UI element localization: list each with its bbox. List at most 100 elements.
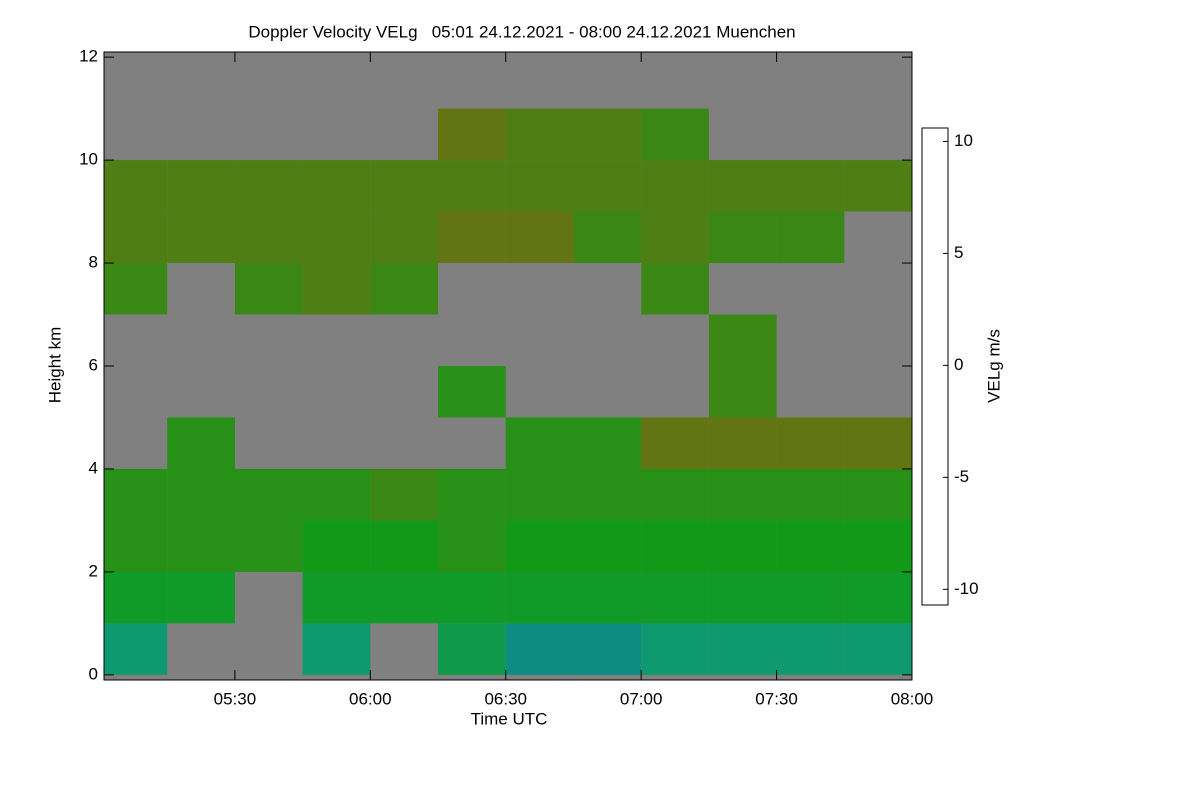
heatmap-cell	[104, 211, 168, 264]
heatmap-cell	[641, 108, 709, 161]
heatmap-cell	[641, 623, 709, 675]
heatmap-cell	[104, 468, 168, 521]
y-tick-label: 0	[89, 664, 98, 683]
heatmap-cell	[302, 623, 371, 675]
heatmap-cell	[573, 417, 642, 469]
heatmap-cell	[505, 571, 574, 624]
heatmap-cell	[104, 571, 168, 624]
heatmap-cell	[234, 160, 303, 212]
heatmap-cell	[302, 520, 371, 572]
heatmap-cell	[167, 571, 235, 624]
x-tick-label: 07:30	[755, 689, 798, 708]
heatmap-cell	[844, 520, 912, 572]
heatmap-cell	[641, 468, 709, 521]
heatmap-cell	[776, 211, 845, 264]
heatmap-cell	[573, 160, 642, 212]
x-tick-label: 06:30	[484, 689, 527, 708]
heatmap-cell	[641, 520, 709, 572]
heatmap-cell	[505, 417, 574, 469]
heatmap-cell	[573, 211, 642, 264]
heatmap-cell	[438, 520, 506, 572]
heatmap-cell	[104, 263, 168, 315]
x-axis-label: Time UTC	[471, 709, 548, 728]
colorbar-tick-label: -5	[954, 467, 969, 486]
y-tick-label: 6	[89, 355, 98, 374]
heatmap-cell	[505, 108, 574, 161]
heatmap-cell	[104, 520, 168, 572]
x-tick-label: 08:00	[891, 689, 934, 708]
heatmap-cell	[505, 160, 574, 212]
colorbar	[921, 127, 949, 606]
heatmap-cell	[505, 520, 574, 572]
heatmap-cell	[370, 211, 439, 264]
heatmap-cell	[234, 520, 303, 572]
heatmap-cell	[167, 520, 235, 572]
heatmap-cell	[370, 468, 439, 521]
heatmap-cell	[776, 160, 845, 212]
heatmap-cell	[641, 417, 709, 469]
heatmap-cell	[438, 211, 506, 264]
heatmap-cell	[573, 108, 642, 161]
heatmap-cell	[438, 366, 506, 418]
heatmap-cell	[104, 160, 168, 212]
heatmap-cell	[370, 520, 439, 572]
heatmap-cell	[641, 263, 709, 315]
heatmap-cell	[167, 417, 235, 469]
heatmap-cell	[438, 108, 506, 161]
chart-title: Doppler Velocity VELg 05:01 24.12.2021 -…	[248, 22, 795, 41]
heatmap-cell	[573, 468, 642, 521]
heatmap-cell	[167, 160, 235, 212]
heatmap-cell	[776, 417, 845, 469]
colorbar-tick-label: 5	[954, 243, 963, 262]
heatmap-cell	[641, 211, 709, 264]
heatmap-cell	[302, 263, 371, 315]
heatmap-cell	[776, 468, 845, 521]
heatmap-cell	[708, 417, 777, 469]
heatmap-cell	[708, 160, 777, 212]
y-tick-label: 2	[89, 561, 98, 580]
heatmap-cell	[505, 623, 574, 675]
colorbar-label: VELg m/s	[984, 329, 1003, 403]
heatmap-cell	[573, 571, 642, 624]
heatmap-cell	[234, 468, 303, 521]
y-tick-label: 8	[89, 253, 98, 272]
heatmap-cell	[302, 160, 371, 212]
heatmap-cell	[104, 623, 168, 675]
heatmap-cell	[708, 211, 777, 264]
heatmap-cell	[708, 468, 777, 521]
heatmap-cell	[234, 211, 303, 264]
colorbar-tick-label: 10	[954, 131, 973, 150]
y-tick-label: 4	[89, 458, 98, 477]
heatmap-cell	[708, 314, 777, 366]
heatmap-cell	[708, 571, 777, 624]
heatmap-cell	[302, 468, 371, 521]
heatmap-cell	[776, 520, 845, 572]
heatmap-cell	[505, 211, 574, 264]
heatmap-cell	[776, 571, 845, 624]
y-tick-label: 12	[79, 47, 98, 66]
colorbar-tick-label: 0	[954, 355, 963, 374]
y-tick-label: 10	[79, 150, 98, 169]
heatmap-cell	[844, 623, 912, 675]
heatmap-cell	[167, 468, 235, 521]
colorbar-tick-label: -10	[954, 579, 979, 598]
heatmap-cell	[573, 520, 642, 572]
heatmap-cell	[505, 468, 574, 521]
heatmap-cell	[438, 468, 506, 521]
heatmap-cell	[167, 211, 235, 264]
heatmap-cell	[641, 571, 709, 624]
heatmap-cell	[844, 571, 912, 624]
heatmap-cell	[641, 160, 709, 212]
heatmap-cell	[234, 263, 303, 315]
heatmap-cell	[302, 211, 371, 264]
heatmap-cell	[844, 468, 912, 521]
heatmap-cell	[302, 571, 371, 624]
heatmap-cell	[438, 623, 506, 675]
x-tick-label: 06:00	[349, 689, 392, 708]
heatmap-cell	[370, 263, 439, 315]
x-tick-label: 05:30	[214, 689, 257, 708]
heatmap-cell	[844, 417, 912, 469]
heatmap-cell	[438, 571, 506, 624]
heatmap-cell	[708, 366, 777, 418]
heatmap-cell	[708, 520, 777, 572]
